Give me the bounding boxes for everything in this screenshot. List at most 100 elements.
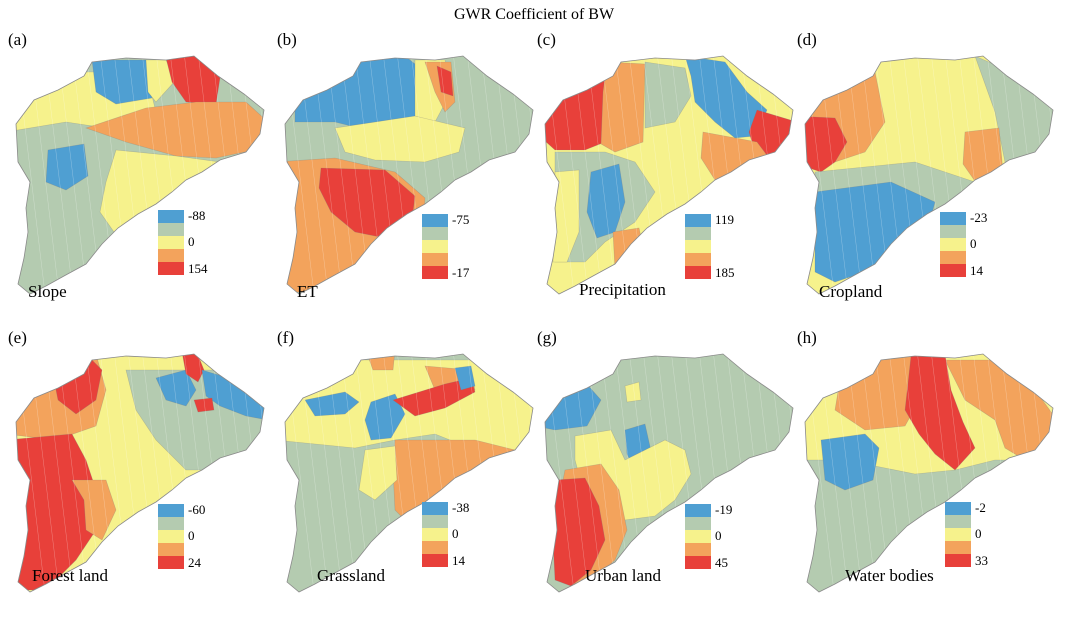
panel-variable-name: Water bodies [845, 566, 934, 585]
panel-variable-name: Precipitation [579, 280, 666, 299]
legend-swatch [685, 266, 711, 279]
legend-zero-label: 0 [452, 526, 459, 541]
legend-swatch [158, 223, 184, 236]
legend-swatch [158, 210, 184, 223]
coefficient-zone-red [805, 115, 848, 173]
legend-swatch [685, 253, 711, 266]
map-panel: (f) Grassland -38 0 14 [275, 328, 537, 618]
legend-swatch [422, 227, 448, 240]
legend-min-label: -75 [452, 212, 470, 227]
basin-map [284, 353, 534, 593]
legend-swatch [685, 240, 711, 253]
legend-swatch [158, 249, 184, 262]
legend-min-label: 119 [715, 212, 735, 227]
legend-min-label: -23 [970, 210, 988, 225]
basin-outline [284, 353, 534, 593]
coefficient-zone-blue [454, 365, 476, 391]
legend-swatch [945, 528, 971, 541]
basin-map [284, 55, 534, 295]
sub-basin-line [225, 354, 257, 592]
sub-basin-line [253, 354, 264, 592]
sub-basin-line [253, 56, 264, 294]
coefficient-zone-orange [392, 439, 516, 531]
coefficient-zone-blue [91, 59, 153, 105]
legend-max-label: 185 [715, 265, 735, 280]
legend-zero-label: 0 [715, 528, 722, 543]
legend-swatch [422, 528, 448, 541]
basin-outline [15, 353, 265, 593]
legend-min-label: -60 [188, 502, 206, 517]
legend-swatch [422, 502, 448, 515]
sub-basin-line [326, 354, 358, 592]
legend-min-label: -19 [715, 502, 733, 517]
legend-swatch [940, 264, 966, 277]
sub-basin-line [239, 354, 264, 592]
coefficient-zone-red [392, 377, 476, 417]
legend-swatch [158, 262, 184, 275]
sub-basin-line [586, 354, 618, 592]
coefficient-zone-orange [71, 479, 117, 541]
legend-swatch [422, 266, 448, 279]
sub-basin-line [586, 56, 618, 294]
legend-swatch [158, 556, 184, 569]
map-panel: (c) Precipitation 119 185 [535, 30, 797, 320]
sub-basin-line [754, 354, 786, 592]
legend-swatch [422, 253, 448, 266]
legend-max-label: 45 [715, 555, 728, 570]
legend-swatch [945, 541, 971, 554]
legend-swatch [945, 554, 971, 567]
panel-variable-name: Forest land [32, 566, 109, 585]
sub-basin-line [326, 56, 358, 294]
legend-zero-label: 0 [970, 236, 977, 251]
legend-swatch [158, 236, 184, 249]
sub-basin-line [1014, 354, 1046, 592]
basin-outline [284, 55, 534, 295]
legend-zero-label: 0 [188, 234, 195, 249]
coefficient-zone-red [436, 65, 454, 97]
legend-swatch [940, 251, 966, 264]
sub-basin-line [225, 56, 257, 294]
coefficient-zone-red [193, 397, 215, 413]
legend-swatch [158, 543, 184, 556]
panel-letter: (e) [8, 328, 27, 347]
panel-variable-name: Slope [28, 282, 67, 301]
coefficient-zone-green [644, 61, 692, 129]
legend-swatch [685, 517, 711, 530]
coefficient-zone-yellow [624, 381, 642, 403]
basin-outline [15, 55, 265, 295]
basin-map [15, 353, 265, 593]
legend-max-label: 33 [975, 553, 988, 568]
coefficient-zone-blue [820, 433, 880, 491]
sub-basin-line [57, 56, 89, 294]
legend-min-label: -88 [188, 208, 206, 223]
legend-swatch [685, 530, 711, 543]
sub-basin-line [494, 354, 526, 592]
basin-map [544, 353, 794, 593]
legend-swatch [422, 554, 448, 567]
sub-basin-line [1042, 354, 1053, 592]
panel-letter: (b) [277, 30, 297, 49]
panel-variable-name: Grassland [317, 566, 385, 585]
legend-swatch [945, 515, 971, 528]
sub-basin-line [57, 354, 89, 592]
coefficient-zone-blue [45, 143, 89, 191]
panel-letter: (a) [8, 30, 27, 49]
legend-min-label: -38 [452, 500, 470, 515]
sub-basin-line [508, 354, 533, 592]
legend-swatch [685, 556, 711, 569]
legend-swatch [685, 543, 711, 556]
legend-swatch [940, 225, 966, 238]
basin-outline [804, 55, 1054, 295]
coefficient-zone-red [904, 354, 976, 471]
coefficient-zone-blue [814, 181, 936, 283]
map-panel: (b) ET -75 -17 [275, 30, 537, 320]
sub-basin-line [239, 56, 264, 294]
basin-outline [544, 353, 794, 593]
legend-swatch [945, 502, 971, 515]
coefficient-zone-blue [364, 393, 406, 441]
coefficient-zone-blue [201, 369, 264, 421]
basin-map [15, 55, 265, 295]
sub-basin-line [768, 354, 793, 592]
sub-basin-line [768, 56, 793, 294]
basin-outline [804, 353, 1054, 593]
